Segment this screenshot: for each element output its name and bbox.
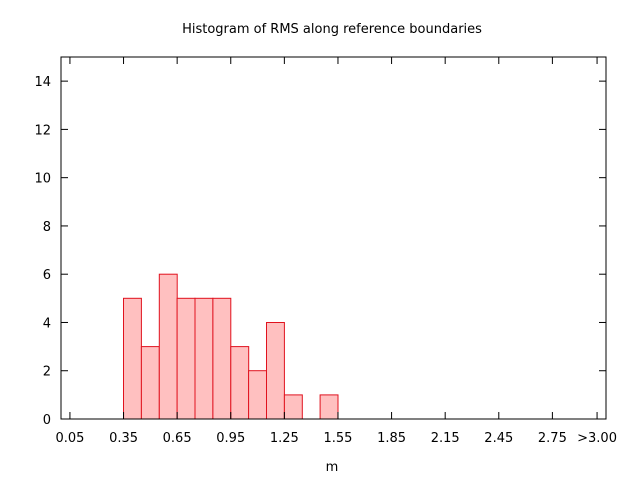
- x-tick-label: 0.65: [163, 431, 192, 446]
- histogram-bar-0: [124, 298, 142, 419]
- x-tick-label: 0.05: [55, 431, 84, 446]
- y-axis: 0 2 4 6 8 10 12 14: [34, 75, 606, 428]
- histogram-bar-6: [231, 347, 249, 419]
- x-tick-label: 2.75: [538, 431, 567, 446]
- histogram-bar-8: [267, 323, 285, 420]
- histogram-bar-10: [320, 395, 338, 419]
- y-tick-label: 2: [43, 365, 51, 380]
- histogram-bar-1: [141, 347, 159, 419]
- x-tick-label: 0.95: [216, 431, 245, 446]
- x-tick-label: 1.25: [270, 431, 299, 446]
- x-tick-label: 0.35: [109, 431, 138, 446]
- y-tick-label: 10: [34, 172, 51, 187]
- y-tick-label: 8: [43, 220, 51, 235]
- histogram-bars: [124, 274, 339, 419]
- histogram-bar-3: [177, 298, 195, 419]
- y-tick-label: 6: [43, 268, 51, 283]
- x-tick-label: >3.00: [577, 431, 617, 446]
- x-tick-label: 2.45: [484, 431, 513, 446]
- chart-title: Histogram of RMS along reference boundar…: [182, 22, 482, 37]
- histogram-bar-4: [195, 298, 213, 419]
- y-tick-label: 4: [43, 316, 51, 331]
- y-tick-label: 0: [43, 413, 51, 428]
- y-tick-label: 14: [34, 75, 51, 90]
- histogram-bar-2: [159, 274, 177, 419]
- histogram-bar-9: [284, 395, 302, 419]
- x-tick-label: 1.85: [377, 431, 406, 446]
- x-tick-label: 2.15: [431, 431, 460, 446]
- y-tick-label: 12: [34, 123, 51, 138]
- histogram-bar-7: [249, 371, 267, 419]
- histogram-bar-5: [213, 298, 231, 419]
- x-tick-label: 1.55: [323, 431, 352, 446]
- x-axis-label: m: [326, 460, 339, 475]
